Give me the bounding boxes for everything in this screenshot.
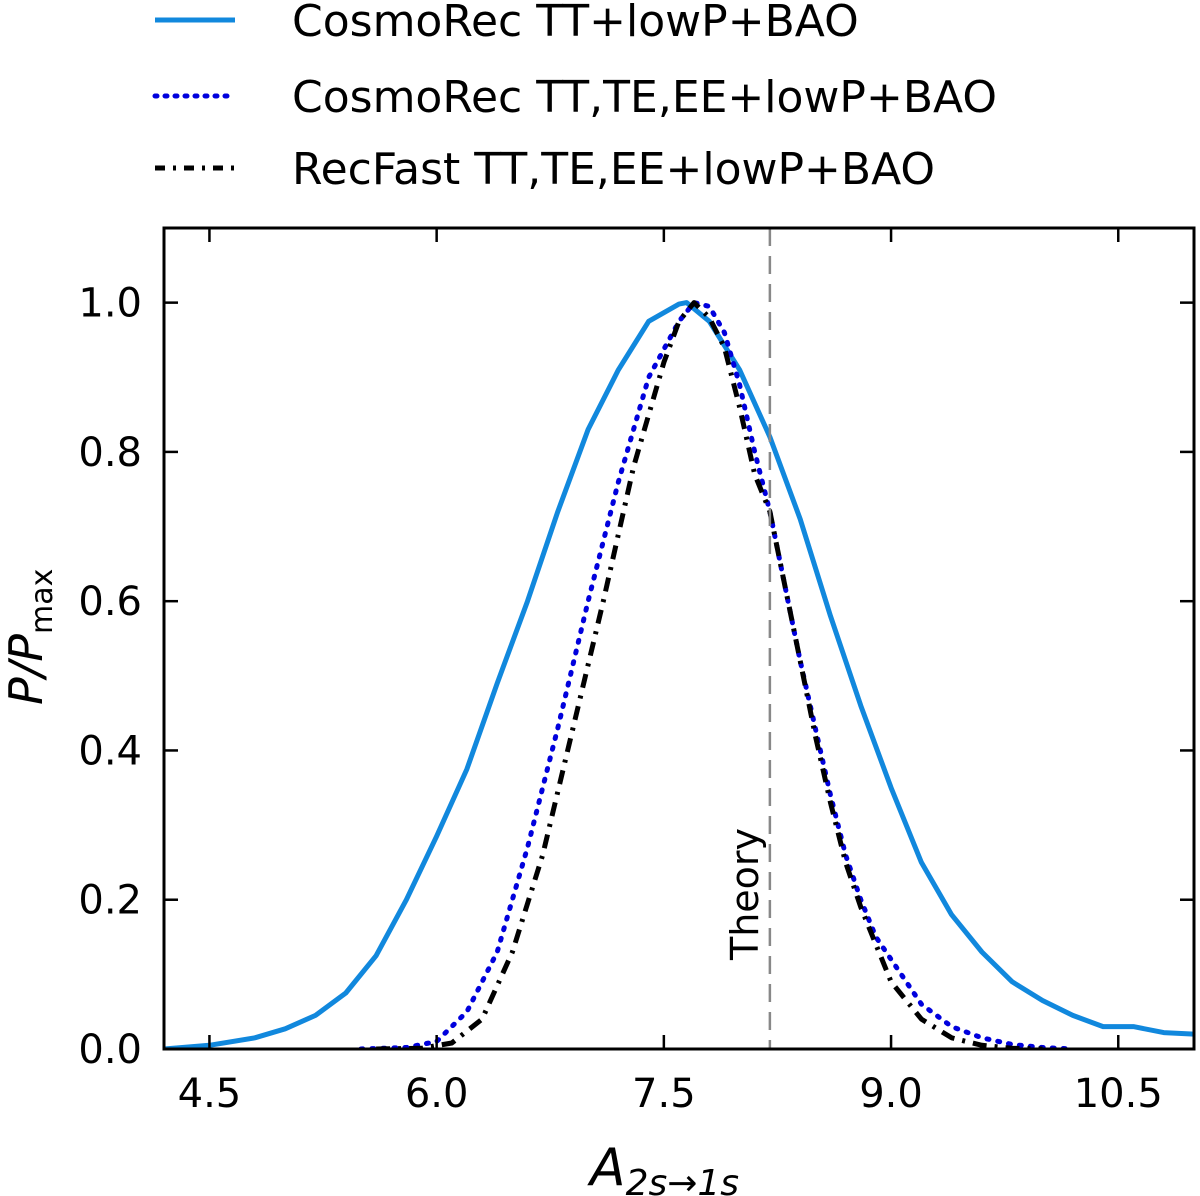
theory-label: Theory bbox=[723, 828, 767, 961]
x-tick-label: 7.5 bbox=[632, 1071, 696, 1117]
y-tick-label: 1.0 bbox=[78, 281, 142, 327]
plot-frame bbox=[162, 226, 1196, 1051]
y-axis-label: P/Pmax bbox=[0, 569, 60, 705]
y-tick-label: 0.2 bbox=[78, 878, 142, 924]
y-tick-label: 0.8 bbox=[78, 430, 142, 476]
legend-entry: CosmoRec TT+lowP+BAO bbox=[155, 0, 859, 47]
ticks-layer: 4.5 6.0 7.5 9.0 10.5 0.0 0.2 0.4 0.6 0.8 1.0 bbox=[78, 228, 1194, 1117]
series-layer bbox=[164, 300, 1194, 1049]
x-tick-label: 10.5 bbox=[1074, 1071, 1163, 1117]
series-line-0 bbox=[164, 300, 1194, 1049]
y-tick-label: 0.0 bbox=[78, 1027, 142, 1073]
y-tick-label: 0.6 bbox=[78, 579, 142, 625]
series-line-2 bbox=[376, 300, 1043, 1049]
x-axis-label: A2s→1s bbox=[587, 1138, 739, 1196]
legend: CosmoRec TT+lowP+BAO CosmoRec TT,TE,EE+l… bbox=[152, 0, 997, 195]
legend-label-cosmorec-ttteee: CosmoRec TT,TE,EE+lowP+BAO bbox=[292, 72, 997, 123]
series-line-1 bbox=[358, 300, 1076, 1049]
legend-label-cosmorec-tt: CosmoRec TT+lowP+BAO bbox=[292, 0, 859, 47]
y-tick-label: 0.4 bbox=[78, 728, 142, 774]
legend-label-recfast-ttteee: RecFast TT,TE,EE+lowP+BAO bbox=[292, 144, 935, 195]
x-tick-label: 4.5 bbox=[178, 1071, 242, 1117]
legend-entry: RecFast TT,TE,EE+lowP+BAO bbox=[155, 144, 935, 195]
x-tick-label: 9.0 bbox=[859, 1071, 923, 1117]
x-tick-label: 6.0 bbox=[405, 1071, 469, 1117]
legend-entry: CosmoRec TT,TE,EE+lowP+BAO bbox=[152, 72, 997, 123]
